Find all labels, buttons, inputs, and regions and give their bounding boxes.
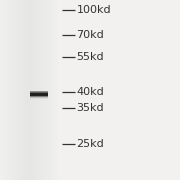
Bar xyxy=(9,0,10,180)
Bar xyxy=(25,0,26,180)
Bar xyxy=(30,0,31,180)
Bar xyxy=(37,0,38,180)
Bar xyxy=(0,0,1,180)
Bar xyxy=(17,0,18,180)
Bar xyxy=(57,0,58,180)
Bar xyxy=(16,0,17,180)
Text: 35kd: 35kd xyxy=(76,103,104,113)
Bar xyxy=(30,93,48,96)
Bar xyxy=(2,0,3,180)
Bar xyxy=(30,93,48,96)
Text: 25kd: 25kd xyxy=(76,139,104,149)
Bar xyxy=(26,0,28,180)
Bar xyxy=(1,0,2,180)
Bar xyxy=(8,0,9,180)
Bar xyxy=(39,0,40,180)
Bar xyxy=(55,0,57,180)
Bar xyxy=(48,0,50,180)
Bar xyxy=(36,0,37,180)
Bar xyxy=(54,0,55,180)
Bar xyxy=(21,0,22,180)
Bar xyxy=(32,0,33,180)
Bar xyxy=(43,0,44,180)
Bar xyxy=(12,0,13,180)
Bar xyxy=(45,0,46,180)
Bar xyxy=(50,0,51,180)
Bar xyxy=(52,0,53,180)
Bar xyxy=(33,0,35,180)
Bar xyxy=(30,96,48,99)
Text: 100kd: 100kd xyxy=(76,5,111,15)
Bar xyxy=(40,0,41,180)
Bar xyxy=(28,0,29,180)
Bar xyxy=(46,0,47,180)
Bar xyxy=(5,0,6,180)
Bar xyxy=(13,0,14,180)
Bar xyxy=(53,0,54,180)
Text: 55kd: 55kd xyxy=(76,52,104,62)
Bar xyxy=(51,0,52,180)
Bar xyxy=(18,0,20,180)
Bar xyxy=(15,0,16,180)
Text: 40kd: 40kd xyxy=(76,87,104,97)
Bar xyxy=(41,0,43,180)
Bar xyxy=(38,0,39,180)
Bar xyxy=(30,95,48,98)
Text: 70kd: 70kd xyxy=(76,30,104,40)
Bar xyxy=(20,0,21,180)
Bar xyxy=(47,0,48,180)
Bar xyxy=(30,92,48,95)
Bar xyxy=(6,0,7,180)
Bar xyxy=(10,0,12,180)
Bar xyxy=(31,0,32,180)
Bar xyxy=(24,0,25,180)
Bar xyxy=(30,91,48,94)
Bar xyxy=(3,0,5,180)
Bar xyxy=(44,0,45,180)
Bar xyxy=(7,0,8,180)
Bar xyxy=(29,0,30,180)
Bar xyxy=(30,94,48,97)
Bar xyxy=(35,0,36,180)
Bar xyxy=(30,94,48,97)
Bar xyxy=(14,0,15,180)
Bar xyxy=(22,0,23,180)
Bar xyxy=(30,97,48,100)
Bar xyxy=(23,0,24,180)
